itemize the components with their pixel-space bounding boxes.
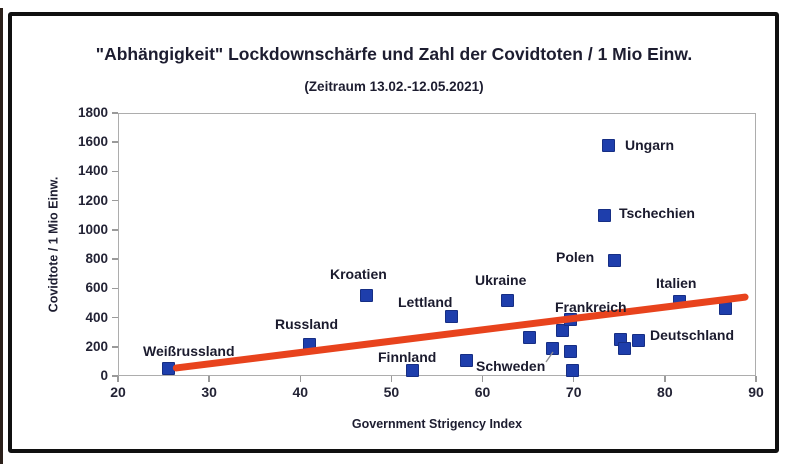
y-tick-mark [112,170,118,173]
point-label-kroatien: Kroatien [330,266,387,282]
y-tick-label: 1200 [77,192,108,208]
x-tick-mark [664,376,666,382]
data-point-unlabeled [566,364,580,378]
x-tick-label: 20 [110,384,126,400]
chart-title: "Abhängigkeit" Lockdownschärfe und Zahl … [95,44,693,64]
point-label-ukraine: Ukraine [475,272,527,288]
x-tick-mark [299,376,302,382]
point-label-weißrussland: Weißrussland [143,343,235,359]
x-tick-mark [208,376,210,382]
data-point-ukraine [500,293,514,307]
y-tick-mark [112,141,118,143]
y-tick-mark [112,375,118,377]
point-label-ungarn: Ungarn [625,137,674,153]
data-point-unlabeled [718,302,732,316]
y-tick-mark [112,287,118,290]
data-point-frankreich [564,313,578,327]
data-point-ungarn [601,139,615,153]
y-tick-mark [112,346,118,348]
data-point-weißrussland [161,362,175,376]
x-tick-label: 40 [292,384,309,400]
x-tick-mark [117,376,119,382]
y-tick-label: 1600 [77,134,108,150]
x-tick-mark [755,376,757,382]
screen-edge-artifact [0,8,3,464]
point-label-lettland: Lettland [398,294,453,310]
point-label-russland: Russland [275,316,339,332]
y-tick-mark [112,112,118,114]
x-tick-label: 60 [474,384,491,400]
y-tick-mark [112,316,118,319]
y-tick-label: 200 [85,338,108,354]
y-tick-mark [112,229,118,231]
y-tick-label: 0 [100,368,108,383]
y-axis-title: Covidtote / 1 Mio Einw. [46,176,61,313]
chart-subtitle: (Zeitraum 13.02.-12.05.2021) [304,79,484,94]
x-axis-title: Government Strigency Index [351,417,523,431]
x-tick-label: 90 [748,384,764,400]
x-tick-mark [390,376,393,382]
data-point-lettland [445,310,459,324]
data-point-unlabeled [556,324,570,338]
y-tick-label: 1000 [77,221,108,237]
y-tick-label: 1800 [77,105,108,120]
data-point-kroatien [360,289,374,303]
x-tick-label: 30 [201,384,217,400]
y-tick-label: 1400 [77,163,108,179]
data-point-unlabeled [563,345,577,359]
data-point-polen [608,254,622,268]
y-tick-label: 800 [85,251,108,267]
point-label-tschechien: Tschechien [619,205,695,221]
data-point-unlabeled [618,341,632,355]
data-point-russland [302,338,316,352]
data-point-tschechien [598,208,612,222]
y-tick-label: 600 [85,280,108,296]
x-tick-mark [481,376,484,382]
point-label-frankreich: Frankreich [555,299,627,315]
point-label-italien: Italien [656,275,697,291]
data-point-finnland [405,363,419,377]
x-tick-label: 50 [383,384,400,400]
x-tick-label: 70 [565,384,582,400]
x-tick-label: 80 [657,384,673,400]
data-point-italien [672,294,686,308]
point-label-polen: Polen [556,249,595,265]
data-point-unlabeled [459,354,473,368]
y-tick-mark [112,258,118,260]
point-label-finnland: Finnland [378,349,437,365]
data-point-unlabeled [631,334,645,348]
point-label-deutschland: Deutschland [650,327,735,343]
data-point-unlabeled [522,330,536,344]
data-point-schweden [546,342,560,356]
y-tick-label: 400 [85,309,108,325]
point-label-schweden: Schweden [476,358,546,374]
x-tick-mark [572,376,575,382]
y-tick-mark [112,199,118,202]
